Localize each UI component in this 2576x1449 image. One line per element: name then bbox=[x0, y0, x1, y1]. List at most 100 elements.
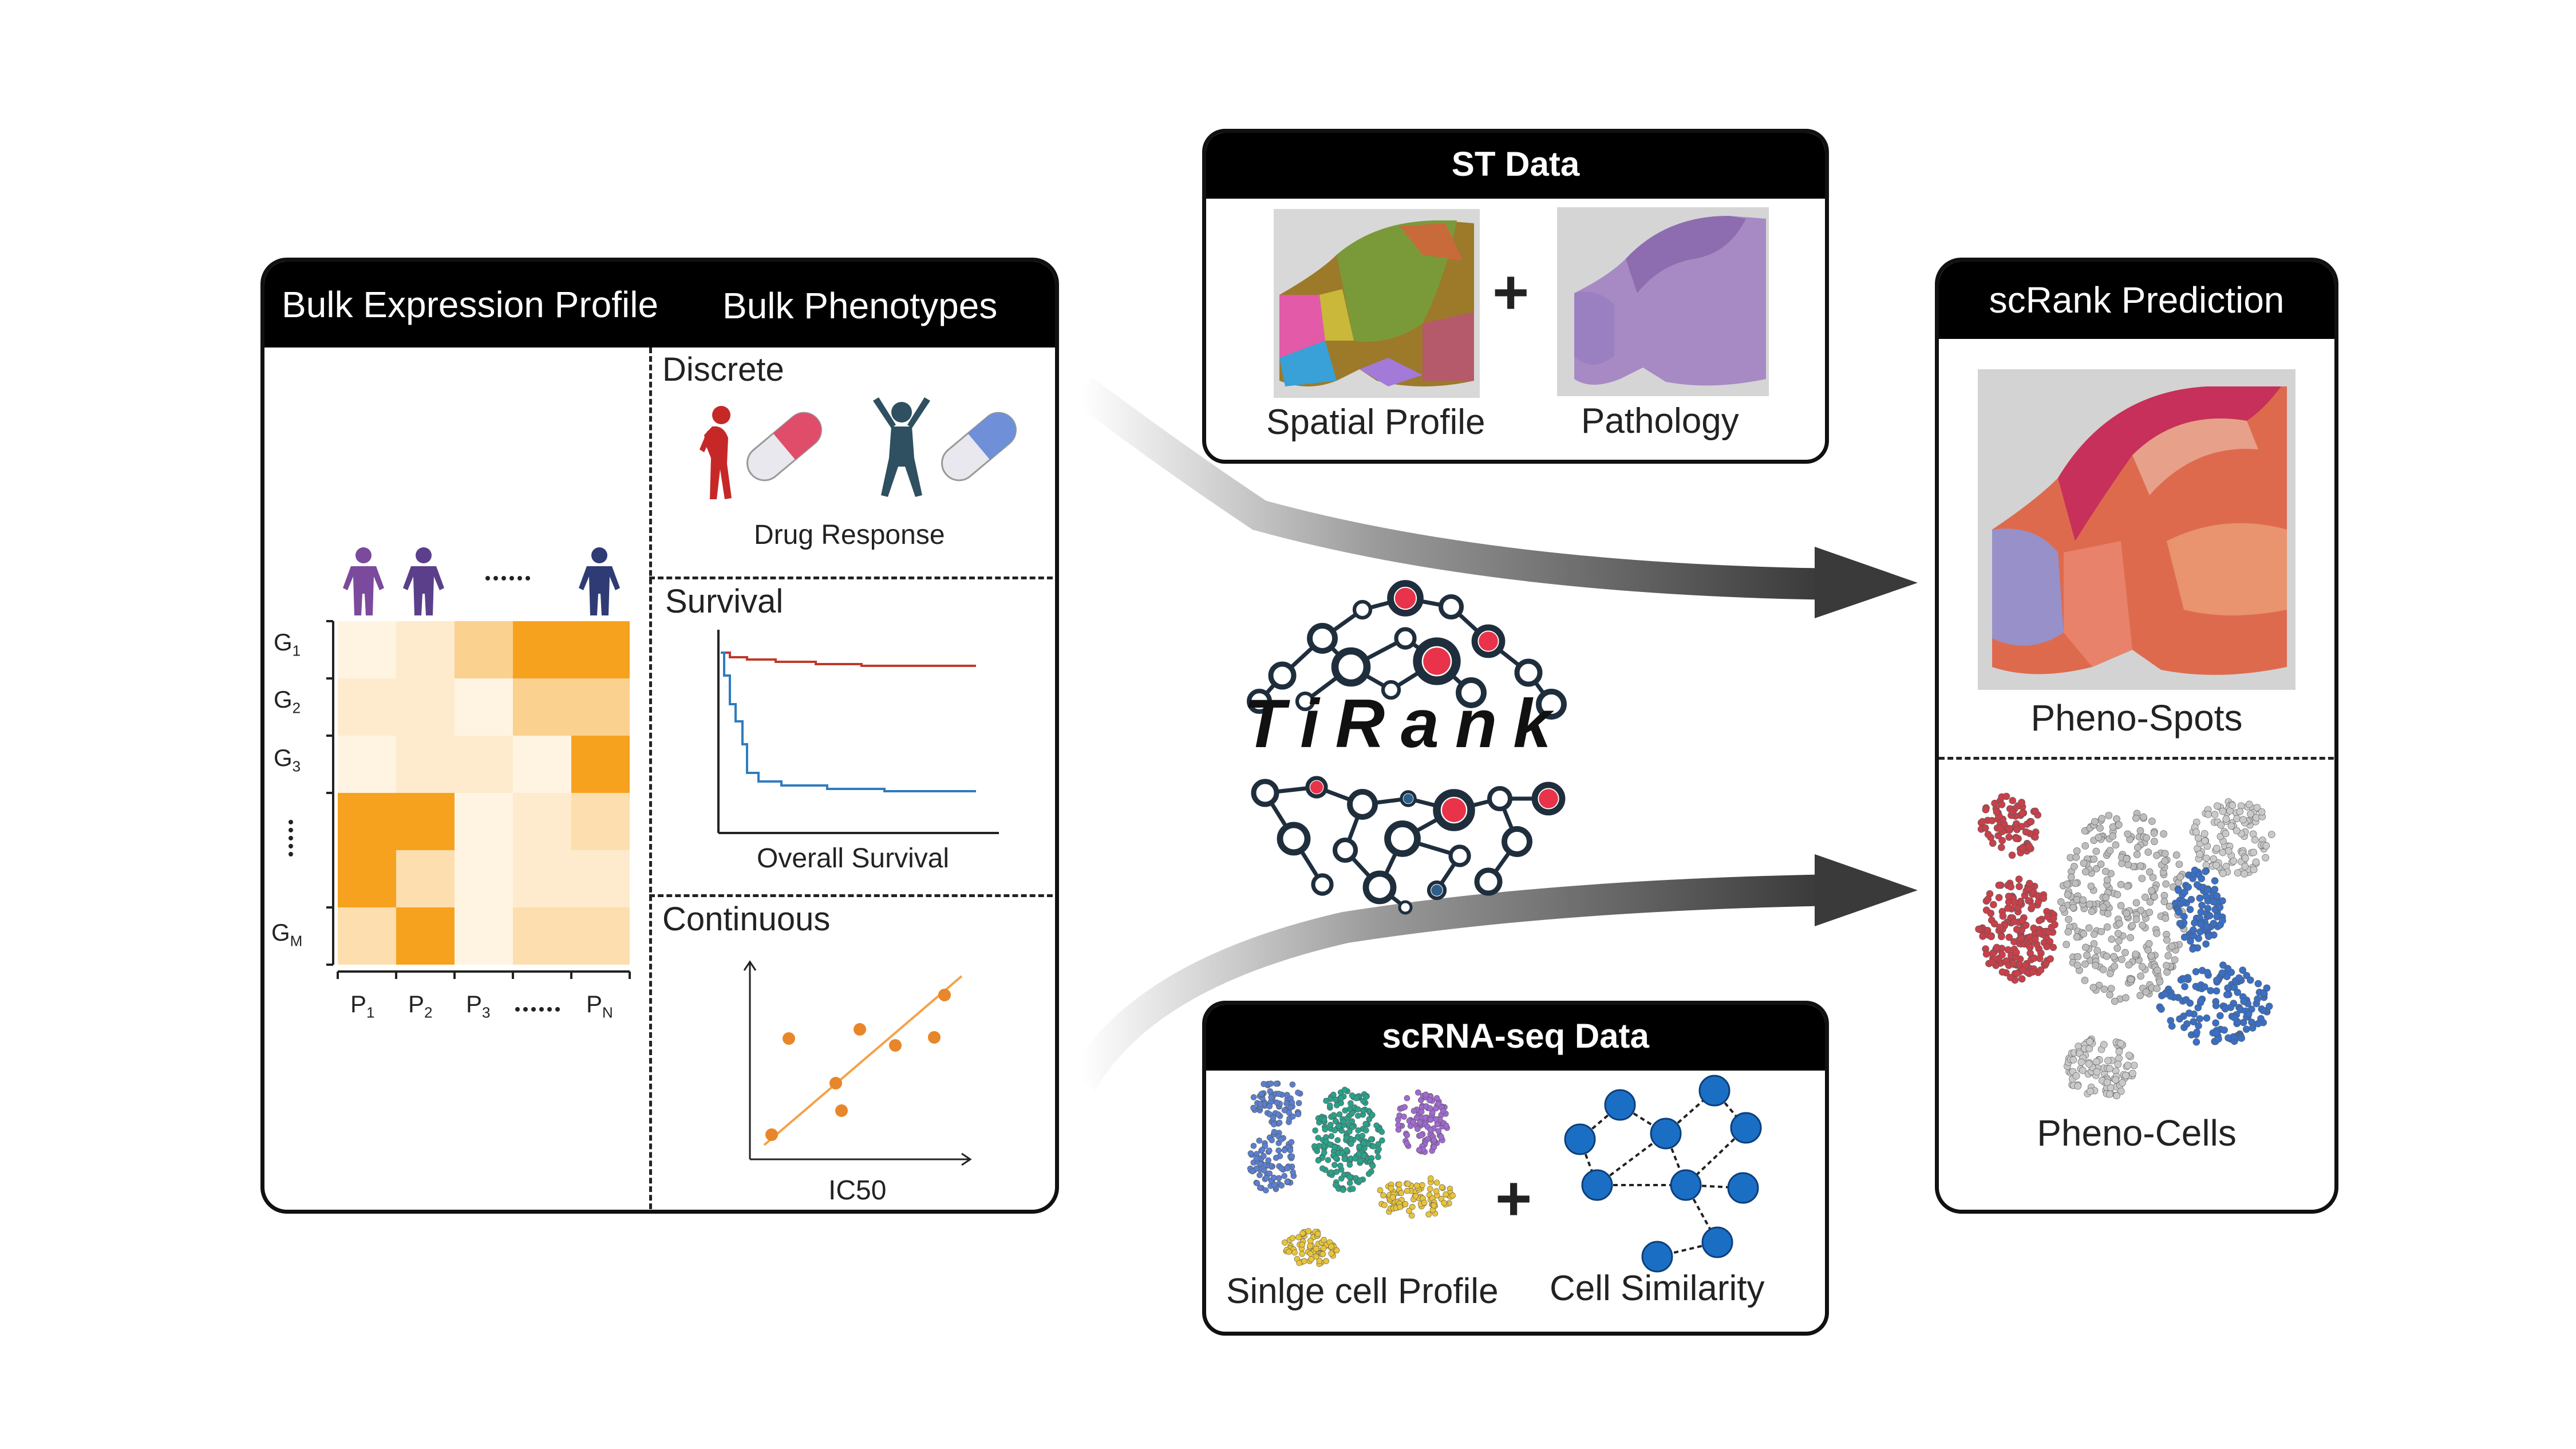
cell-dot bbox=[1338, 1095, 1345, 1101]
pheno-cell-dot bbox=[2104, 1057, 2112, 1064]
pheno-cell-dot bbox=[2236, 808, 2244, 816]
ic50-caption: IC50 bbox=[828, 1175, 887, 1206]
pheno-cell-dot bbox=[2069, 904, 2077, 911]
pheno-cell-dot bbox=[2161, 850, 2169, 858]
pheno-cell-dot bbox=[2211, 886, 2219, 893]
cell-dot bbox=[1266, 1147, 1273, 1154]
pheno-cell-dot bbox=[2007, 883, 2015, 891]
pheno-cell-dot bbox=[1981, 824, 1989, 832]
pheno-cell-dot bbox=[2222, 815, 2230, 823]
cell-dot bbox=[1449, 1192, 1456, 1199]
cell-dot bbox=[1427, 1097, 1433, 1103]
pheno-cell-dot bbox=[2080, 930, 2088, 938]
cell-dot bbox=[1418, 1108, 1425, 1115]
cell-dot bbox=[1290, 1169, 1296, 1175]
cell-dot bbox=[1320, 1245, 1327, 1251]
pheno-cell-dot bbox=[2148, 818, 2156, 825]
pheno-cell-dot bbox=[2245, 800, 2253, 808]
pheno-cell-dot bbox=[2241, 863, 2249, 870]
pheno-cell-dot bbox=[2010, 898, 2018, 906]
pheno-cell-dot bbox=[2079, 1067, 2087, 1075]
pheno-cell-dot bbox=[2219, 870, 2227, 877]
pheno-cell-dot bbox=[2087, 882, 2095, 890]
cell-dot bbox=[1421, 1199, 1428, 1206]
pheno-cell-dot bbox=[2163, 962, 2170, 969]
pheno-cell-dot bbox=[2153, 851, 2160, 859]
pheno-cell-dot bbox=[2067, 873, 2075, 881]
single-cell-umap bbox=[1247, 1080, 1456, 1267]
cell-dot bbox=[1375, 1154, 1381, 1160]
pheno-cell-dot bbox=[2210, 919, 2218, 927]
pheno-cell-dot bbox=[2158, 1005, 2165, 1013]
pheno-cell-dot bbox=[2202, 940, 2210, 948]
pheno-cell-dot bbox=[2146, 868, 2154, 876]
pheno-cell-dot bbox=[2210, 898, 2217, 906]
logo-node-core bbox=[1479, 631, 1498, 651]
pheno-cell-dot bbox=[2180, 933, 2188, 941]
cell-dot bbox=[1295, 1100, 1302, 1107]
pheno-cell-dot bbox=[2242, 1025, 2250, 1033]
cell-dot bbox=[1355, 1112, 1361, 1119]
pheno-cell-dot bbox=[2129, 1069, 2136, 1077]
pheno-cell-dot bbox=[2027, 818, 2035, 826]
pheno-cell-dot bbox=[2031, 834, 2039, 841]
pheno-cell-dot bbox=[2142, 893, 2149, 901]
cell-dot bbox=[1360, 1107, 1366, 1114]
pheno-cell-dot bbox=[2093, 1068, 2101, 1076]
cell-dot bbox=[1261, 1152, 1267, 1159]
gene-label-2: G2 bbox=[274, 686, 301, 717]
pheno-cell-dot bbox=[2015, 875, 2023, 883]
pheno-cell-dot bbox=[2197, 908, 2205, 916]
pheno-cell-dot bbox=[2040, 894, 2048, 902]
cell-dot bbox=[1431, 1144, 1437, 1151]
pheno-cell-dot bbox=[2143, 834, 2150, 842]
pheno-cell-dot bbox=[2115, 937, 2123, 945]
pheno-cell-dot bbox=[2102, 867, 2109, 875]
cell-dot bbox=[1333, 1247, 1340, 1254]
pheno-cell-dot bbox=[2262, 842, 2270, 850]
pheno-cell-dot bbox=[2204, 811, 2212, 818]
ic50-scatter-plot bbox=[743, 960, 972, 1166]
pheno-cell-dot bbox=[2254, 980, 2262, 988]
cell-dot bbox=[1361, 1152, 1368, 1159]
cell-dot bbox=[1341, 1087, 1348, 1093]
prediction-title: scRank Prediction bbox=[1989, 279, 2285, 321]
pheno-cell-dot bbox=[2110, 953, 2117, 961]
pheno-cell-dot bbox=[2085, 901, 2093, 908]
pheno-cell-dot bbox=[2092, 865, 2100, 872]
cell-dot bbox=[1295, 1111, 1302, 1118]
cell-dot bbox=[1380, 1192, 1386, 1199]
cell-dot bbox=[1275, 1111, 1282, 1118]
pheno-cell-dot bbox=[1984, 895, 1992, 903]
cell-dot bbox=[1401, 1104, 1408, 1111]
pheno-cell-dot bbox=[2026, 879, 2033, 887]
pheno-cell-dot bbox=[2146, 909, 2153, 917]
cell-dot bbox=[1368, 1136, 1374, 1143]
pheno-cell-dot bbox=[2115, 821, 2123, 828]
pheno-cell-dot bbox=[2091, 818, 2099, 826]
pheno-cell-dot bbox=[2137, 906, 2144, 914]
pheno-cell-dot bbox=[2221, 1026, 2228, 1034]
cell-dot bbox=[1355, 1106, 1361, 1112]
pheno-cell-dot bbox=[2073, 896, 2081, 903]
pheno-cell-dot bbox=[1978, 818, 1986, 826]
pheno-cell-dot bbox=[2196, 894, 2204, 902]
cell-dot bbox=[1299, 1241, 1306, 1248]
pheno-cell-dot bbox=[2077, 1059, 2085, 1066]
st-data-header bbox=[1206, 133, 1825, 199]
cell-dot bbox=[1413, 1182, 1420, 1189]
cell-dot bbox=[1284, 1178, 1291, 1185]
cell-dot bbox=[1433, 1179, 1440, 1186]
pheno-cell-dot bbox=[2160, 830, 2167, 838]
pheno-cell-dot bbox=[2009, 808, 2016, 816]
cell-dot bbox=[1346, 1174, 1353, 1180]
logo-node bbox=[1487, 785, 1513, 812]
pheno-cell-dot bbox=[2016, 883, 2023, 890]
cell-dot bbox=[1415, 1089, 1421, 1096]
pheno-cell-dot bbox=[1999, 912, 2007, 920]
patient-label-n: PN bbox=[586, 990, 613, 1021]
pheno-cell-dot bbox=[2081, 842, 2089, 850]
cell-dot bbox=[1333, 1168, 1340, 1175]
cell-dot bbox=[1357, 1177, 1364, 1183]
bulk-phenotypes-title: Bulk Phenotypes bbox=[722, 285, 998, 326]
